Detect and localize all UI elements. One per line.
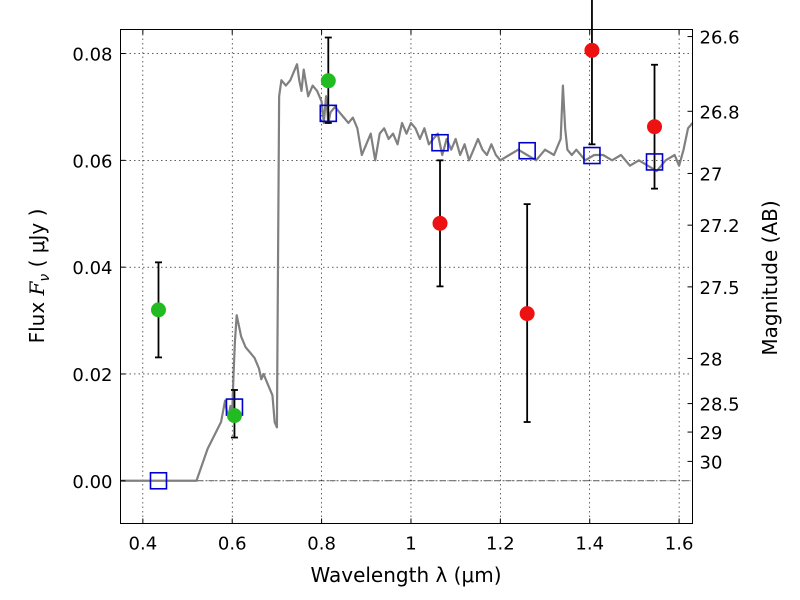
red-data-point <box>432 215 448 231</box>
x-tick-label: 1.4 <box>575 534 604 555</box>
x-tick-label: 1.6 <box>665 534 694 555</box>
y-axis-label: Flux Fν ( μJy ) <box>25 209 53 344</box>
model-photometry-square <box>645 153 664 171</box>
x-tick-label: 1.2 <box>486 534 515 555</box>
y-axis-label-subscript: ν <box>37 274 53 282</box>
y-axis-label-prefix: Flux <box>25 295 49 343</box>
x-tick-label: 0.8 <box>307 534 336 555</box>
y-tick-label: 0.08 <box>72 45 112 66</box>
right-y-axis-label: Magnitude (AB) <box>758 200 782 355</box>
right-y-tick-label: 29 <box>700 423 723 444</box>
y-axis-label-suffix: ( μJy ) <box>25 209 49 274</box>
y-tick-label: 0.00 <box>72 472 112 493</box>
model-spectrum-line <box>120 63 694 482</box>
data-points <box>149 42 664 490</box>
model-photometry-square <box>583 146 601 165</box>
right-y-tick-label: 26.6 <box>700 28 740 49</box>
red-data-point <box>584 42 600 58</box>
red-data-point <box>519 306 535 322</box>
right-y-tick-label: 27.5 <box>700 278 740 299</box>
green-data-point <box>320 73 336 89</box>
x-tick-label: 0.4 <box>129 534 158 555</box>
model-photometry-square <box>149 471 168 490</box>
right-y-tick-label: 28 <box>700 349 723 370</box>
right-y-tick-label: 27 <box>700 164 723 185</box>
y-axis-label-symbol: F <box>25 280 49 296</box>
model-photometry-square <box>431 133 449 152</box>
red-data-point <box>647 119 663 135</box>
right-y-tick-label: 28.5 <box>700 395 740 416</box>
model-spectrum <box>120 63 694 482</box>
right-y-tick-label: 27.2 <box>700 216 740 237</box>
right-y-tick-label: 30 <box>700 452 723 473</box>
plot-background <box>120 29 693 524</box>
x-axis-label: Wavelength λ (μm) <box>310 563 501 587</box>
x-tick-label: 1 <box>405 534 416 555</box>
model-photometry-square <box>319 104 338 123</box>
x-tick-label: 0.6 <box>218 534 247 555</box>
tick-labels: 0.4 0.6 0.8 1 1.2 1.4 1.6 0.00 0.02 0.04 0.06 0.08 2… <box>72 28 739 555</box>
y-tick-label: 0.02 <box>72 365 112 386</box>
y-tick-label: 0.06 <box>72 151 112 172</box>
axis-ticks <box>120 29 693 524</box>
green-data-point <box>150 302 166 318</box>
green-data-point <box>226 408 242 424</box>
model-photometry-square <box>518 141 536 160</box>
y-tick-label: 0.04 <box>72 258 112 279</box>
plot-frame <box>120 29 693 524</box>
right-y-tick-label: 26.8 <box>700 102 740 123</box>
